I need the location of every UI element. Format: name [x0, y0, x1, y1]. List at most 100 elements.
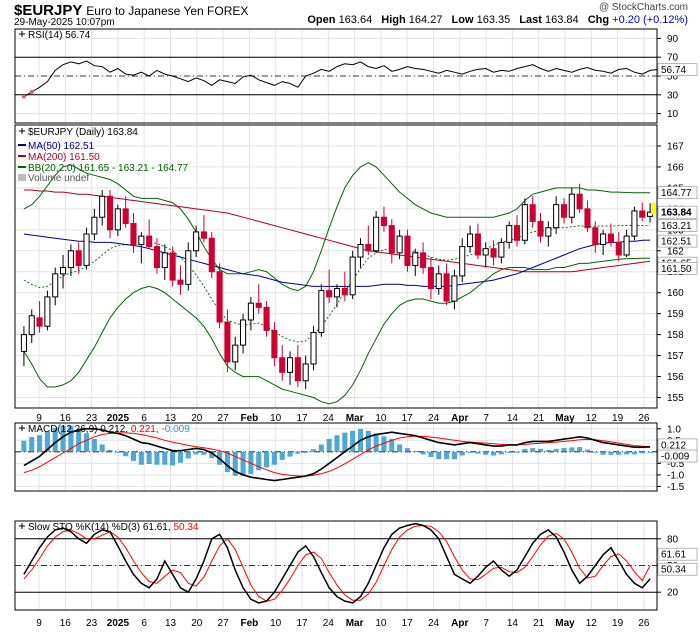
macd-legend-title: MACD(12,26,9) 0.212, 0.221, -0.009 [28, 424, 190, 435]
macd-histogram-bar [193, 451, 199, 455]
macd-histogram-bar [310, 449, 317, 452]
macd-histogram-bar [146, 451, 152, 464]
price-tag-bg [657, 219, 698, 232]
candle-body [474, 233, 481, 256]
high-label: High [381, 14, 406, 26]
candle-body [28, 315, 35, 336]
candle-body [576, 193, 583, 210]
bb-legend: BB(20,2.0) 161.65 - 163.21 - 164.77 [28, 163, 189, 174]
macd-histogram-bar [475, 451, 481, 454]
candle-body [506, 225, 513, 243]
macd-histogram-bar [170, 451, 176, 466]
price-tick-label: 167 [667, 141, 684, 152]
sto-x-tick: 27 [218, 618, 230, 629]
macd-histogram-bar [130, 451, 137, 462]
macd-histogram-bar [506, 451, 512, 453]
price-tick-label: 159 [667, 309, 684, 320]
sto-d-tag-bg [657, 562, 698, 576]
candle-body [443, 273, 450, 302]
candle-body [146, 235, 153, 248]
candle-body [44, 296, 51, 327]
macd-histogram-bar [498, 451, 504, 455]
macd-histogram-bar [232, 451, 238, 476]
price-tag: 164.77 [661, 188, 692, 199]
candle-body [91, 216, 98, 235]
sto-legend-d: 50.34 [173, 522, 198, 533]
sto-x-tick: 7 [483, 618, 489, 629]
sto-x-tick: 13 [165, 618, 177, 629]
candle-body [177, 279, 184, 285]
candle-body [412, 252, 419, 266]
ma200-legend: MA(200) 161.50 [28, 152, 100, 163]
symbol-description: Euro to Japanese Yen FOREX [86, 4, 249, 18]
macd-tick-label: -0.5 [667, 459, 685, 470]
candle-body [114, 208, 121, 231]
macd-histogram-bar [616, 451, 622, 455]
macd-histogram-bar [91, 438, 97, 452]
price-x-tick: 24 [323, 413, 335, 424]
candle-body [568, 193, 575, 218]
low-value: 163.35 [476, 14, 511, 26]
candle-body [396, 235, 403, 254]
macd-histogram-bar [264, 451, 270, 468]
brand-watermark: @ StockCharts.com [598, 2, 688, 13]
price-x-tick: 24 [428, 413, 440, 424]
price-x-tick: Feb [241, 413, 259, 424]
sto-x-tick: 9 [36, 618, 42, 629]
macd-histogram-bar [373, 433, 379, 452]
price-x-tick: May [555, 413, 575, 424]
candle-body [631, 210, 638, 237]
macd-histogram-bar [342, 432, 348, 452]
price-tag-bg [657, 205, 698, 219]
rsi-tick-label: 90 [667, 34, 679, 45]
candle-body [208, 237, 215, 273]
chg-label: Chg [587, 14, 610, 26]
sto-x-tick: 23 [86, 618, 98, 629]
macd-histogram-bar [240, 451, 246, 476]
macd-histogram-bar [185, 451, 191, 459]
candle-body [122, 208, 129, 225]
candle-body [294, 357, 301, 382]
macd-legend-value: 0.212, [100, 424, 131, 435]
candle-body [537, 220, 544, 237]
sto-k-line [23, 522, 651, 604]
macd-legend-signal: 0.221, [131, 424, 162, 435]
price-x-tick: 23 [86, 413, 98, 424]
sto-legend-title: Slow STO %K(14) %D(3) 61.61, 50.34 [28, 522, 199, 533]
candle-body [286, 357, 294, 373]
sto-x-tick: 17 [296, 618, 308, 629]
candle-body [529, 204, 536, 222]
candle-body [193, 231, 200, 252]
candle-body [318, 290, 325, 334]
candle-body [560, 204, 568, 218]
candle-body [404, 235, 411, 266]
macd-histogram-bar [577, 447, 583, 452]
price-x-tick: 6 [141, 413, 147, 424]
candle-body [83, 233, 90, 266]
open-label: Open [307, 14, 336, 26]
candle-body [584, 208, 591, 229]
macd-toggle-icon [19, 425, 25, 431]
candle-body [20, 334, 27, 352]
sto-x-tick: 24 [428, 618, 440, 629]
price-tag-bg [657, 261, 698, 275]
price-tag: 162.51 [661, 237, 692, 248]
macd-histogram-bar [365, 430, 371, 452]
sto-x-tick: 19 [612, 618, 624, 629]
candle-body [490, 248, 497, 258]
last-value: 163.84 [544, 14, 579, 26]
rsi-point [29, 89, 34, 94]
sto-legend-k: 61.61, [143, 522, 174, 533]
macd-histogram-bar [224, 451, 230, 473]
macd-histogram-bar [162, 451, 168, 465]
candle-body [521, 204, 528, 241]
candle-body [349, 256, 356, 296]
macd-value-tag: 0.212 [661, 440, 686, 451]
price-x-tick: 16 [60, 413, 72, 424]
macd-hist-tag: -0.009 [661, 452, 690, 463]
macd-histogram-bar [467, 451, 473, 453]
macd-histogram-bar [334, 435, 340, 452]
macd-histogram-bar [420, 451, 426, 455]
macd-histogram-bar [553, 448, 559, 452]
candle-body [247, 302, 254, 321]
